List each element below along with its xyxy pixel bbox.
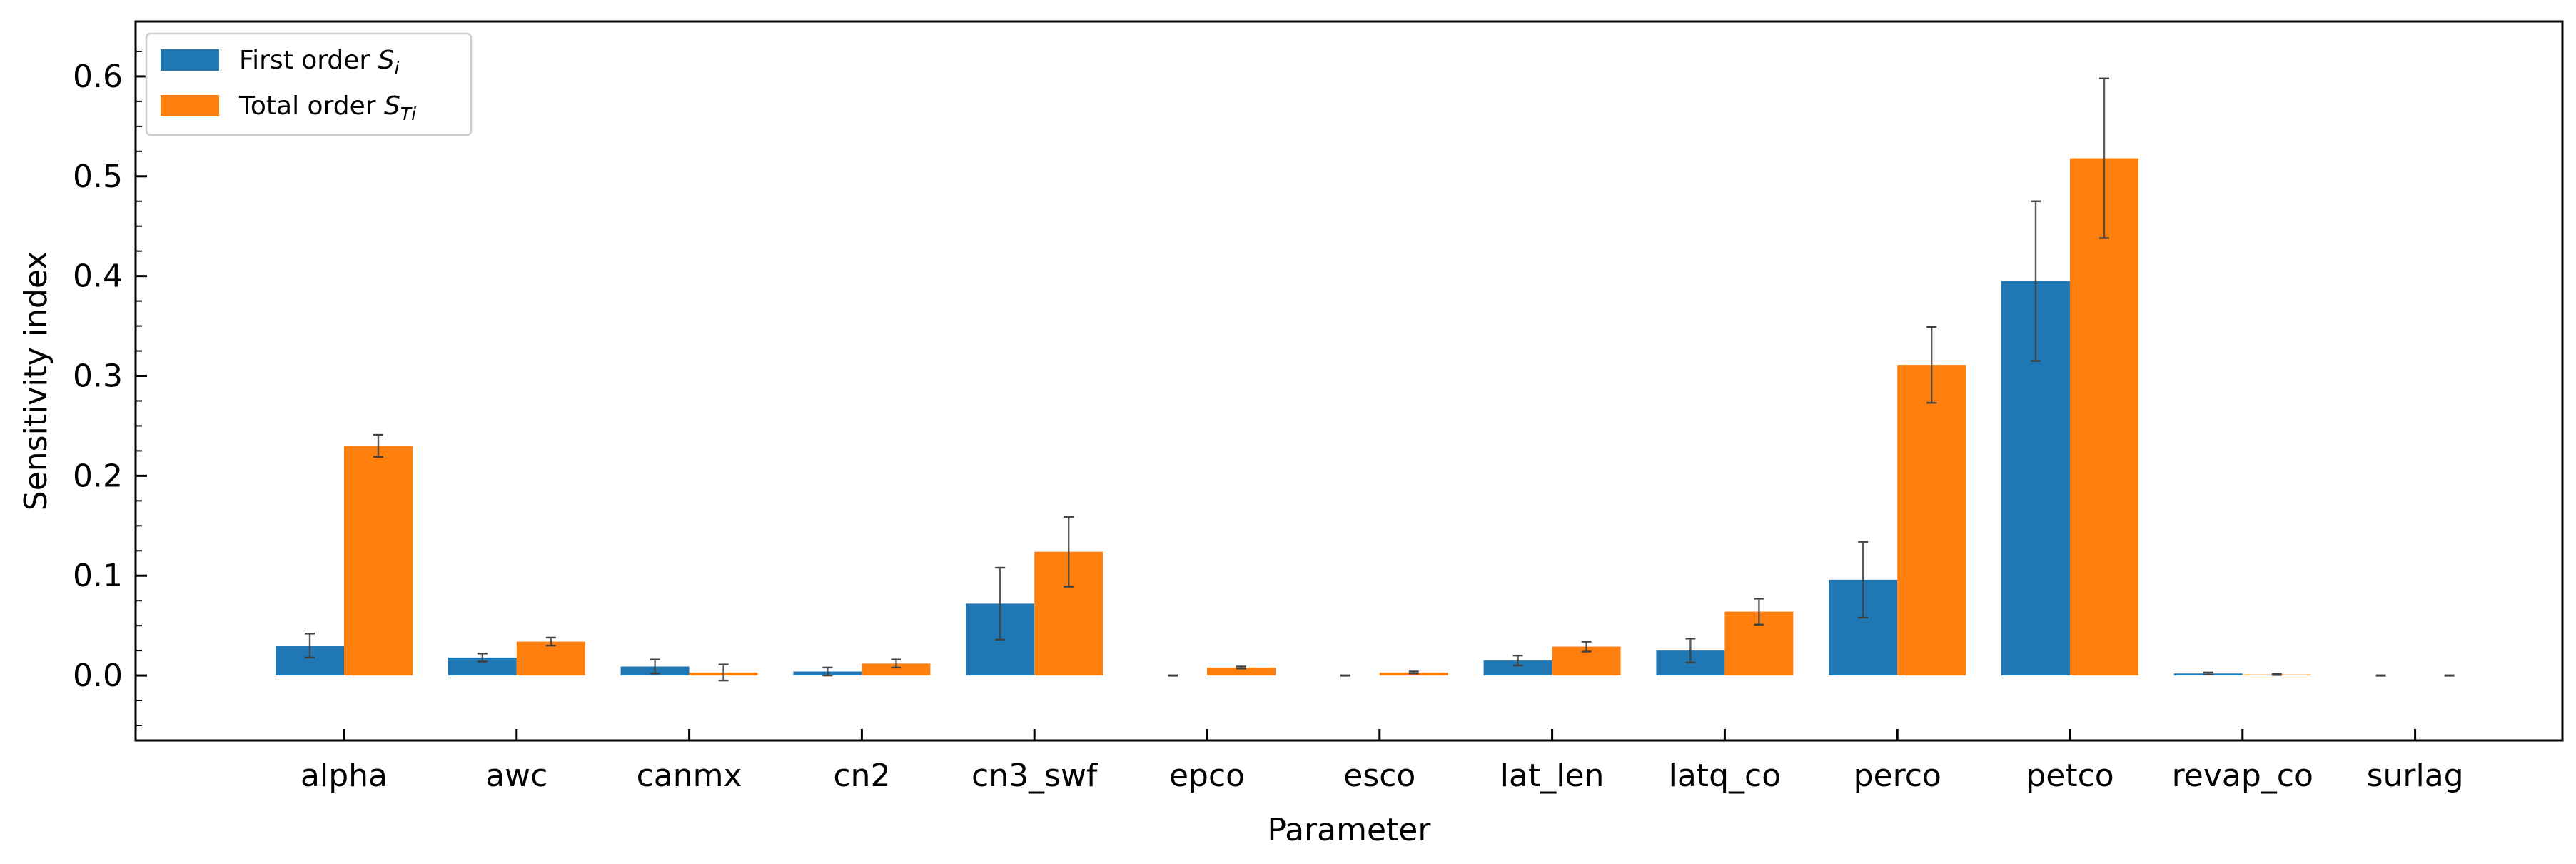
bar-total-alpha (344, 446, 413, 676)
bar-total-awc (516, 641, 585, 676)
y-tick-label: 0.5 (73, 159, 123, 195)
x-tick-label-cn3_swf: cn3_swf (971, 758, 1098, 794)
legend-label-first: First order Si (239, 46, 400, 79)
y-tick-label: 0.3 (73, 358, 123, 395)
x-tick-label-petco: petco (2026, 758, 2113, 794)
x-tick-label-alpha: alpha (300, 758, 388, 794)
bar-first-lat_len (1483, 660, 1552, 676)
plot-area (134, 20, 2564, 742)
y-tick-label: 0.1 (73, 558, 123, 594)
y-tick-label: 0.0 (73, 658, 123, 694)
x-tick-label-lat_len: lat_len (1500, 758, 1605, 794)
x-axis-label: Parameter (1268, 812, 1432, 848)
legend-swatch-first (161, 49, 219, 71)
x-tick-label-esco: esco (1343, 758, 1415, 794)
legend-label-total: Total order STi (238, 91, 416, 124)
y-tick-label: 0.6 (73, 59, 123, 95)
x-tick-label-cn2: cn2 (833, 758, 890, 794)
legend-box (145, 32, 473, 136)
bar-total-epco (1207, 667, 1276, 676)
errorbars-group (305, 77, 2455, 682)
x-axis: alpha awc canmx cn2 cn3_swf epco esco lat_len la… (300, 729, 2464, 794)
legend: First order Si Total order STi (145, 32, 473, 136)
y-tick-label: 0.4 (73, 258, 123, 295)
bar-total-perco (1897, 365, 1966, 676)
y-axis: 0.0 0.1 0.2 0.3 0.4 0.5 0.6 (73, 50, 147, 727)
bar-total-cn2 (862, 663, 931, 676)
y-axis-label: Sensitivity index (18, 251, 54, 511)
x-tick-label-revap_co: revap_co (2172, 758, 2313, 794)
x-tick-label-canmx: canmx (637, 758, 742, 794)
bars-group (276, 158, 2484, 676)
x-tick-label-awc: awc (485, 758, 547, 794)
x-tick-label-epco: epco (1169, 758, 1245, 794)
x-tick-label-latq_co: latq_co (1669, 758, 1781, 794)
legend-swatch-total (161, 95, 219, 116)
y-tick-label: 0.2 (73, 458, 123, 494)
x-tick-label-surlag: surlag (2367, 758, 2464, 794)
bar-total-petco (2070, 158, 2138, 676)
x-tick-label-perco: perco (1854, 758, 1941, 794)
